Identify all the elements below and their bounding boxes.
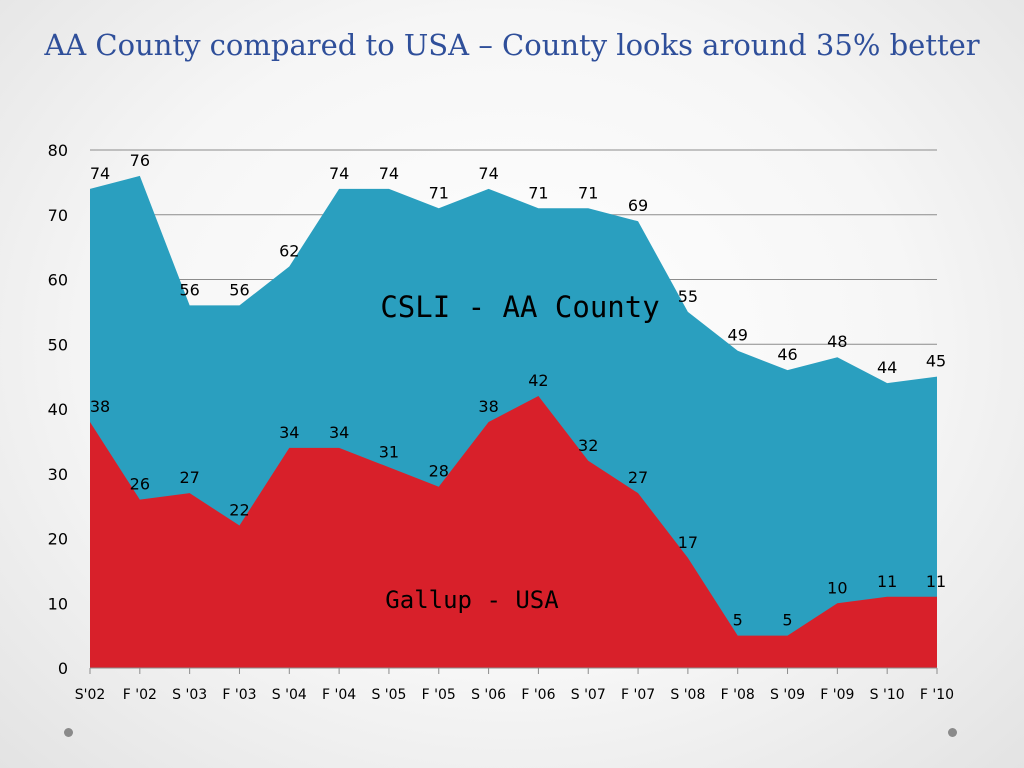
data-label: 34 (329, 423, 349, 442)
data-label: 62 (279, 242, 299, 261)
x-tick-label: F '07 (621, 687, 655, 703)
data-label: 71 (429, 183, 449, 202)
data-label: 17 (678, 533, 698, 552)
data-label: 26 (130, 475, 150, 494)
data-label: 76 (130, 151, 150, 170)
x-tick-label: S '08 (670, 687, 705, 703)
data-label: 5 (782, 611, 792, 630)
series-label-csli: CSLI - AA County (380, 290, 659, 324)
data-label: 28 (429, 462, 449, 481)
y-tick-label: 70 (48, 206, 68, 225)
data-label: 74 (478, 164, 498, 183)
x-tick-label: F '06 (521, 687, 555, 703)
data-label: 22 (229, 501, 249, 520)
data-label: 74 (379, 164, 399, 183)
data-label: 38 (478, 397, 498, 416)
x-tick-label: S '10 (870, 687, 905, 703)
data-label: 71 (578, 183, 598, 202)
data-label: 71 (528, 183, 548, 202)
data-label: 48 (827, 332, 847, 351)
x-tick-label: F '04 (322, 687, 356, 703)
nav-dot-right (948, 728, 957, 737)
data-label: 46 (777, 345, 797, 364)
chart-areas (90, 175, 937, 668)
y-tick-label: 80 (48, 141, 68, 160)
x-tick-label: F '05 (422, 687, 456, 703)
data-label: 27 (179, 468, 199, 487)
data-label: 45 (926, 352, 946, 371)
y-tick-label: 20 (48, 530, 68, 549)
data-label: 27 (628, 468, 648, 487)
series-label-gallup: Gallup - USA (385, 586, 559, 614)
data-label: 56 (229, 280, 249, 299)
data-label: 38 (90, 397, 110, 416)
x-tick-label: S'02 (75, 687, 106, 703)
x-tick-label: S '07 (571, 687, 606, 703)
data-label: 56 (179, 280, 199, 299)
y-tick-label: 0 (58, 659, 68, 678)
y-tick-label: 50 (48, 335, 68, 354)
y-tick-label: 30 (48, 465, 68, 484)
x-tick-label: F '02 (123, 687, 157, 703)
series-area-1 (90, 396, 937, 668)
data-label: 11 (926, 572, 946, 591)
x-tick-label: F '09 (820, 687, 854, 703)
data-label: 5 (733, 611, 743, 630)
y-tick-label: 60 (48, 271, 68, 290)
y-tick-label: 40 (48, 400, 68, 419)
x-tick-label: F '03 (222, 687, 256, 703)
y-tick-label: 10 (48, 594, 68, 613)
x-tick-label: S '04 (272, 687, 307, 703)
data-label: 74 (329, 164, 349, 183)
chart-axes: 0 10 20 30 40 50 60 70 80 S'02 F '02 S '03 F '03 S '0… (48, 141, 954, 703)
data-label: 74 (90, 164, 110, 183)
data-label: 11 (877, 572, 897, 591)
x-tick-label: F '10 (920, 687, 954, 703)
x-tick-label: S '05 (371, 687, 406, 703)
x-tick-label: F '08 (721, 687, 755, 703)
nav-dot-left (64, 728, 73, 737)
data-label: 31 (379, 442, 399, 461)
data-label: 55 (678, 287, 698, 306)
x-tick-label: S '03 (172, 687, 207, 703)
data-label: 69 (628, 196, 648, 215)
x-tick-label: S '09 (770, 687, 805, 703)
data-label: 10 (827, 578, 847, 597)
data-label: 44 (877, 358, 897, 377)
x-tick-label: S '06 (471, 687, 506, 703)
data-label: 32 (578, 436, 598, 455)
data-label: 34 (279, 423, 299, 442)
data-label: 42 (528, 371, 548, 390)
data-label: 49 (728, 326, 748, 345)
slide-title: AA County compared to USA – County looks… (44, 28, 980, 62)
